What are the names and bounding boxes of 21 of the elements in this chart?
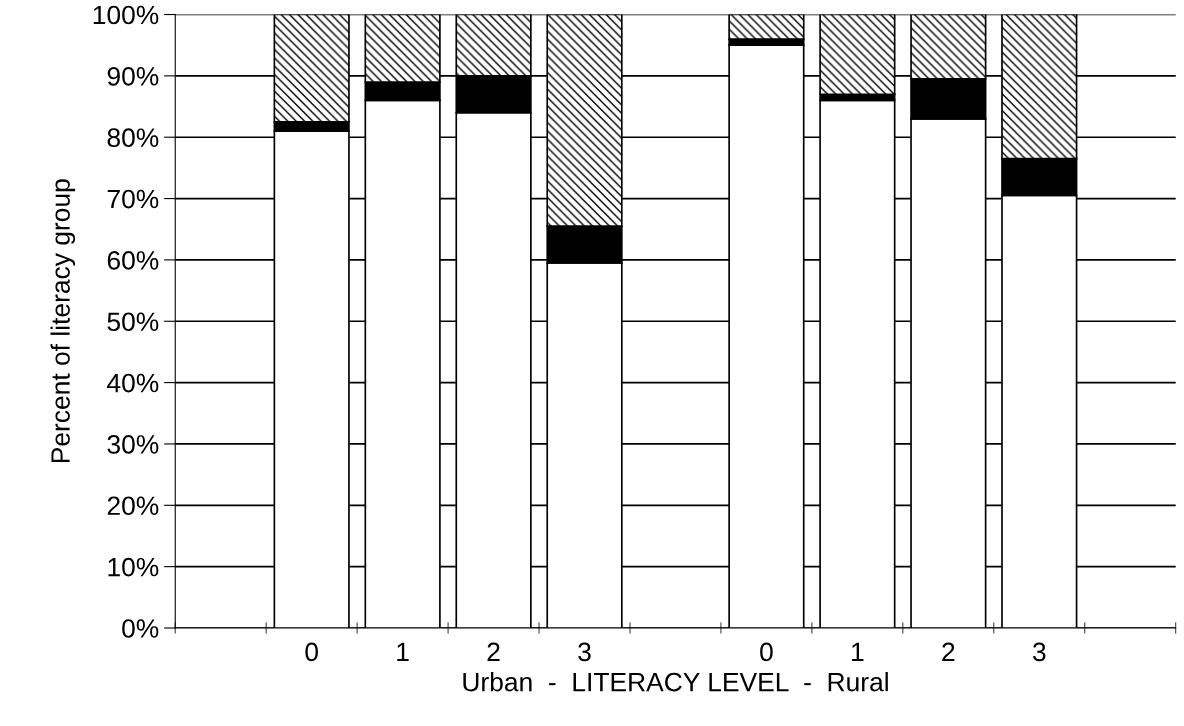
x-tick-label: 0 [305,642,318,662]
x-tick-label: 3 [578,642,591,662]
x-tick-label: 1 [397,642,409,661]
y-tick-label: 40% [107,373,159,393]
y-tick-label: 20% [107,496,159,516]
x-tick-label: 3 [1032,642,1046,662]
x-tick-label: 0 [760,642,773,662]
x-tick-label: 2 [942,642,955,661]
y-tick-label: 60% [107,251,159,270]
y-tick-label: 30% [107,435,159,454]
y-tick-label: 80% [107,128,159,148]
y-tick-label: 0% [122,619,159,638]
y-tick-label: 70% [107,189,159,209]
y-tick-label: 100% [93,5,159,25]
x-tick-label: 1 [852,642,864,661]
y-tick-label: 50% [107,312,159,332]
x-axis-title: Urban - LITERACY LEVEL - Rural [463,672,888,692]
x-tick-label: 2 [487,642,500,661]
y-axis-title: Percent of literacy group [50,179,76,463]
y-tick-label: 10% [108,557,159,577]
y-tick-label: 90% [107,67,159,86]
